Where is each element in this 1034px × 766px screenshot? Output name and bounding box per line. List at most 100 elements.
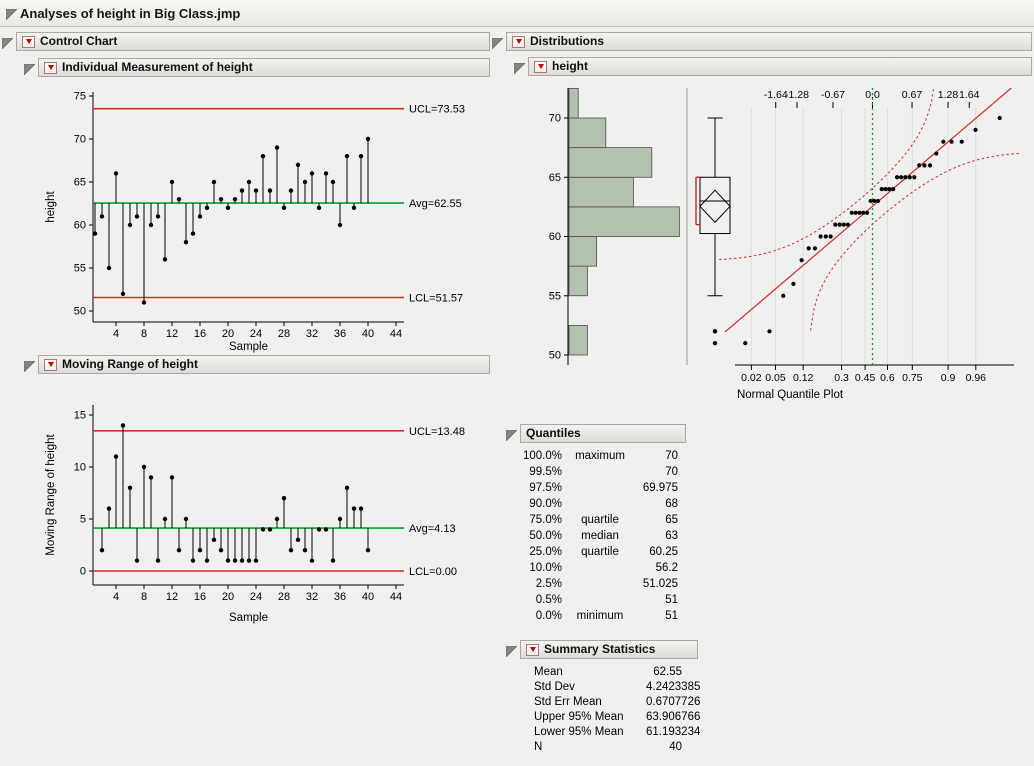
summary-statistics-row: Std Err Mean 0.6707726	[534, 695, 701, 708]
red-triangle-menu-icon[interactable]	[44, 61, 57, 74]
disclosure-triangle-icon[interactable]	[1, 36, 14, 50]
disclosure-triangle-icon[interactable]	[491, 36, 504, 50]
individual-measurement-chart[interactable]: 50 55 60 65 70 75 4 8 12 16 20 24 28 32 36 40 44 UCL=73.5…	[36, 84, 490, 356]
mean-diamond	[699, 189, 731, 224]
svg-text:44: 44	[390, 591, 402, 603]
quantiles-row: 25.0% quartile 60.25	[529, 546, 678, 558]
quantiles-row: 2.5% 51.025	[535, 578, 678, 590]
chart-mr-points[interactable]	[99, 423, 371, 563]
lcl-label: LCL=51.57	[409, 292, 463, 304]
ucl-label: UCL=73.53	[409, 104, 465, 116]
summary-statistics-table: Mean 62.55 Std Dev 4.2423385 Std Err Mean 0.6…	[534, 664, 701, 754]
svg-text:40: 40	[362, 328, 374, 340]
svg-text:0.3: 0.3	[834, 372, 849, 384]
svg-text:0.45: 0.45	[855, 372, 876, 384]
quantiles-row: 100.0% maximum 70	[522, 450, 678, 462]
svg-text:65: 65	[74, 177, 86, 189]
section-title: Summary Statistics	[544, 642, 656, 656]
quantiles-header: Quantiles	[505, 424, 686, 443]
svg-text:36: 36	[334, 328, 346, 340]
svg-text:24: 24	[250, 328, 262, 340]
summary-statistics-row: Upper 95% Mean 63.906766	[534, 710, 701, 723]
svg-text:0.12: 0.12	[793, 372, 814, 384]
svg-text:0.75: 0.75	[902, 372, 923, 384]
red-triangle-menu-icon[interactable]	[512, 35, 525, 48]
confidence-bound	[719, 88, 935, 261]
distributions-section-header: Distributions	[491, 32, 1032, 51]
normal-quantile-plot[interactable]	[719, 81, 1026, 365]
svg-text:4: 4	[113, 328, 119, 340]
svg-text:0.02: 0.02	[741, 372, 762, 384]
quantiles-row: 0.0% minimum 51	[535, 610, 678, 622]
summary-statistics-row: N 40	[534, 740, 682, 753]
svg-text:70: 70	[549, 113, 561, 125]
svg-text:50: 50	[549, 350, 561, 362]
disclosure-triangle-icon[interactable]	[505, 644, 518, 658]
disclosure-triangle-icon[interactable]	[505, 428, 518, 442]
height-distribution-header: height	[513, 57, 1032, 76]
disclosure-triangle-icon[interactable]	[23, 359, 36, 373]
quantiles-row: 10.0% 56.2	[529, 562, 678, 574]
disclosure-triangle-icon[interactable]	[513, 61, 526, 75]
svg-text:8: 8	[141, 328, 147, 340]
individual-measurement-header: Individual Measurement of height	[23, 58, 490, 77]
svg-text:-1.64: -1.64	[764, 89, 788, 101]
qq-points[interactable]	[743, 115, 1002, 346]
confidence-bound	[810, 152, 1019, 331]
quantiles-table: 100.0% maximum 70 99.5% 70 97.5% 69.975 90.0% 68…	[514, 448, 678, 624]
height-distribution-chart[interactable]: 50 55 60 65 70 0.02 0.05 0.12 0.3 0.45 0.6 0.75 0.9 0…	[528, 82, 1034, 416]
red-triangle-menu-icon[interactable]	[44, 358, 57, 371]
svg-text:24: 24	[250, 591, 262, 603]
svg-text:36: 36	[334, 591, 346, 603]
moving-range-chart[interactable]: 0 5 10 15 4 8 12 16 20 24 28 32 36 40 44 UCL=13.48 Avg=4…	[36, 380, 490, 642]
control-chart-section-header: Control Chart	[1, 32, 490, 51]
y-axis-title: height	[45, 191, 57, 223]
svg-text:0.05: 0.05	[765, 372, 786, 384]
svg-text:50: 50	[74, 306, 86, 318]
svg-text:28: 28	[278, 328, 290, 340]
quantiles-row: 97.5% 69.975	[529, 482, 678, 494]
ucl-label: UCL=13.48	[409, 426, 465, 438]
quantiles-row: 90.0% 68	[529, 498, 678, 510]
svg-text:-0.67: -0.67	[821, 89, 845, 101]
svg-text:12: 12	[166, 591, 178, 603]
outlier-point	[712, 329, 718, 334]
svg-text:28: 28	[278, 591, 290, 603]
qq-caption: Normal Quantile Plot	[737, 389, 844, 401]
svg-text:60: 60	[549, 231, 561, 243]
svg-text:20: 20	[222, 328, 234, 340]
chart-individual-points[interactable]	[92, 136, 371, 305]
svg-text:40: 40	[362, 591, 374, 603]
svg-text:16: 16	[194, 591, 206, 603]
x-axis-title: Sample	[229, 341, 268, 353]
histogram-bars[interactable]	[568, 87, 680, 356]
y-axis-title: Moving Range of height	[45, 433, 57, 555]
red-triangle-menu-icon[interactable]	[526, 643, 539, 656]
disclosure-triangle-icon[interactable]	[23, 62, 36, 76]
summary-statistics-row: Std Dev 4.2423385	[534, 680, 701, 693]
summary-statistics-row: Mean 62.55	[534, 665, 682, 678]
disclosure-triangle-icon[interactable]	[5, 7, 18, 21]
red-triangle-menu-icon[interactable]	[534, 60, 547, 73]
section-title: Moving Range of height	[62, 357, 198, 371]
svg-text:5: 5	[80, 514, 86, 526]
section-title: Individual Measurement of height	[62, 60, 253, 74]
outlier-box-plot[interactable]	[695, 117, 731, 346]
svg-text:4: 4	[113, 591, 119, 603]
svg-text:8: 8	[141, 591, 147, 603]
svg-text:55: 55	[74, 263, 86, 275]
svg-text:1.64: 1.64	[959, 89, 980, 101]
quantiles-row: 75.0% quartile 65	[529, 514, 678, 526]
normal-fit-line	[724, 88, 1013, 333]
svg-text:-1.28: -1.28	[785, 89, 809, 101]
summary-statistics-row: Lower 95% Mean 61.193234	[534, 725, 701, 738]
svg-text:1.28: 1.28	[938, 89, 959, 101]
avg-label: Avg=62.55	[409, 198, 462, 210]
svg-text:12: 12	[166, 328, 178, 340]
section-title: Control Chart	[40, 34, 118, 48]
svg-text:60: 60	[74, 220, 86, 232]
red-triangle-menu-icon[interactable]	[22, 35, 35, 48]
svg-text:65: 65	[549, 172, 561, 184]
svg-text:75: 75	[74, 91, 86, 103]
